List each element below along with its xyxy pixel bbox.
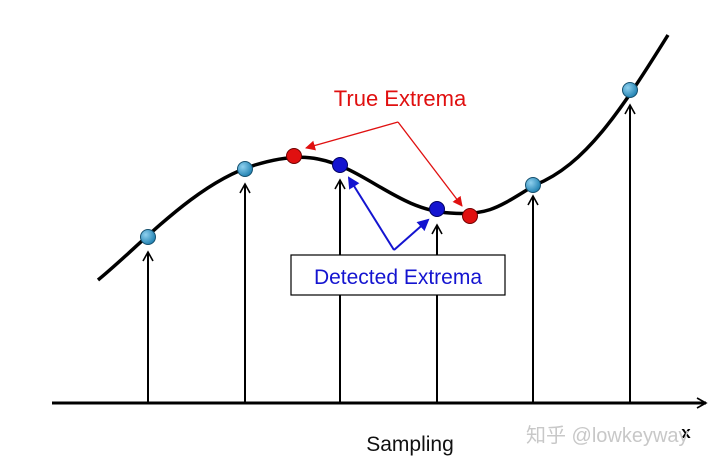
true-extrema-pointer-left: [305, 121, 399, 151]
detected-extrema-pointer-left: [347, 176, 395, 251]
sample-point: [622, 82, 638, 98]
axis-title: Sampling: [366, 433, 454, 456]
true-extrema-points: [286, 148, 478, 224]
sample-point: [237, 161, 253, 177]
sample-point: [140, 229, 156, 245]
watermark: 知乎 @lowkeyway: [526, 424, 689, 447]
detected-extremum-point: [429, 201, 445, 217]
true-extremum-point: [462, 208, 478, 224]
true-extrema-label: True Extrema: [334, 86, 467, 111]
true-extrema-pointer-right: [397, 121, 463, 207]
detected-extremum-point: [332, 157, 348, 173]
sample-point: [525, 177, 541, 193]
sample-points: [140, 82, 638, 245]
sampling-arrows: [142, 103, 636, 403]
true-extremum-point: [286, 148, 302, 164]
axis-variable-label: x: [681, 423, 691, 442]
detected-extrema-label: Detected Extrema: [314, 266, 482, 289]
signal-curve: [96, 34, 670, 282]
detected-extrema-box: [290, 254, 506, 296]
detected-extrema-points: [332, 157, 445, 217]
detected-extrema-pointer-right: [393, 218, 430, 251]
